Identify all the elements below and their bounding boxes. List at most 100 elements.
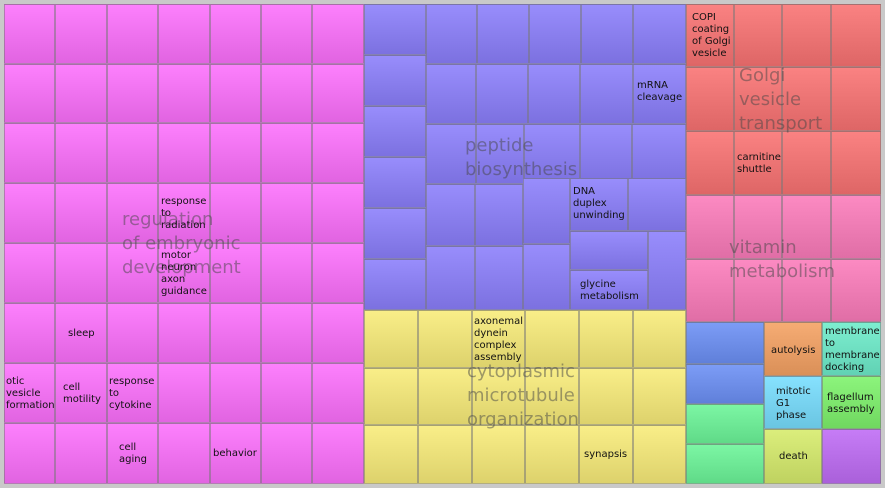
treemap-cell [822, 322, 881, 376]
treemap-cell [476, 64, 528, 124]
treemap-cell [686, 131, 734, 195]
treemap-cell [261, 303, 312, 363]
treemap-cell [210, 4, 261, 64]
treemap-cell [312, 4, 364, 64]
treemap-cell [312, 363, 364, 423]
treemap-cell [364, 55, 426, 106]
treemap-cell [261, 123, 312, 183]
treemap-cell [107, 243, 158, 303]
treemap-cell [477, 4, 529, 64]
treemap-cell [529, 4, 581, 64]
cell-label: mitotic G1 phase [776, 386, 811, 421]
treemap-cell [426, 4, 477, 64]
treemap-cell [633, 425, 686, 484]
treemap-cell [782, 4, 831, 67]
treemap-cell [158, 363, 210, 423]
treemap-cell [418, 425, 472, 484]
treemap-cell [426, 124, 476, 184]
treemap-cell [523, 178, 570, 244]
treemap-cell [831, 259, 881, 322]
treemap-cell [4, 123, 55, 183]
treemap-cell [210, 423, 261, 484]
treemap-cell [472, 310, 525, 368]
treemap-cell [822, 429, 881, 484]
treemap-cell [579, 425, 633, 484]
treemap-cell [628, 178, 686, 231]
treemap-cell [107, 4, 158, 64]
treemap-cell [364, 368, 418, 425]
treemap-cell [312, 64, 364, 123]
treemap-cell [364, 310, 418, 368]
treemap-cell [312, 243, 364, 303]
treemap-cell [364, 208, 426, 259]
treemap-cell [633, 368, 686, 425]
treemap-cell [426, 184, 475, 246]
treemap-cell [4, 423, 55, 484]
treemap-cell [764, 322, 822, 376]
treemap-cell [633, 310, 686, 368]
treemap-cell [210, 64, 261, 123]
cell-label: cell motility [63, 382, 101, 405]
treemap-cell [476, 124, 524, 184]
treemap-cell [107, 363, 158, 423]
treemap-cell [210, 363, 261, 423]
treemap-cell [364, 157, 426, 208]
treemap-cell [579, 368, 633, 425]
treemap-cell [523, 244, 570, 310]
treemap-cell [55, 363, 107, 423]
cell-label: response to radiation [161, 196, 207, 231]
cell-label: sleep [68, 328, 95, 339]
treemap-cell [107, 64, 158, 123]
cell-label: synapsis [584, 449, 628, 460]
treemap-cell [426, 246, 475, 310]
cell-label: flagellum assembly [827, 392, 875, 415]
treemap-cell [312, 423, 364, 484]
treemap-cell [686, 364, 764, 404]
treemap-cell [364, 259, 426, 310]
treemap-cell [472, 425, 525, 484]
treemap-cell [418, 368, 472, 425]
treemap-cell [633, 4, 686, 64]
treemap-cell [525, 425, 579, 484]
treemap-cell [580, 124, 632, 184]
treemap-cell [475, 184, 523, 246]
treemap-cell [312, 123, 364, 183]
cell-label: mRNA cleavage [637, 80, 683, 103]
treemap-cell [782, 67, 831, 131]
treemap-cell [822, 376, 881, 429]
treemap-cell [55, 423, 107, 484]
treemap-cell [686, 195, 734, 259]
treemap-cell [55, 243, 107, 303]
treemap-cell [210, 303, 261, 363]
treemap-cell [107, 123, 158, 183]
treemap-cell [570, 178, 628, 231]
treemap-cell [686, 259, 734, 322]
treemap-cell [55, 64, 107, 123]
treemap-cell [686, 4, 734, 67]
treemap-cell [55, 303, 107, 363]
cell-label: membrane to membrane docking [825, 326, 880, 373]
treemap-cell [261, 64, 312, 123]
treemap-cell [632, 124, 686, 184]
treemap-cell [364, 425, 418, 484]
cell-label: axonemal dynein complex assembly [474, 316, 523, 363]
treemap-cell [581, 4, 633, 64]
treemap-cell [764, 376, 822, 429]
cell-label: carnitine shuttle [737, 152, 781, 175]
cell-label: otic vesicle formation [6, 376, 54, 411]
treemap-cell [831, 4, 881, 67]
treemap-cell [734, 131, 782, 195]
cell-label: DNA duplex unwinding [573, 186, 625, 221]
treemap-cell [831, 131, 881, 195]
treemap-cell [158, 4, 210, 64]
treemap-cell [261, 423, 312, 484]
treemap-cell [570, 231, 648, 270]
treemap-cell [686, 322, 764, 364]
treemap-cell [55, 123, 107, 183]
treemap-cell [648, 231, 686, 310]
treemap-cell [4, 363, 55, 423]
treemap-cell [734, 67, 782, 131]
treemap-cell [633, 64, 686, 124]
treemap-cell [525, 368, 579, 425]
